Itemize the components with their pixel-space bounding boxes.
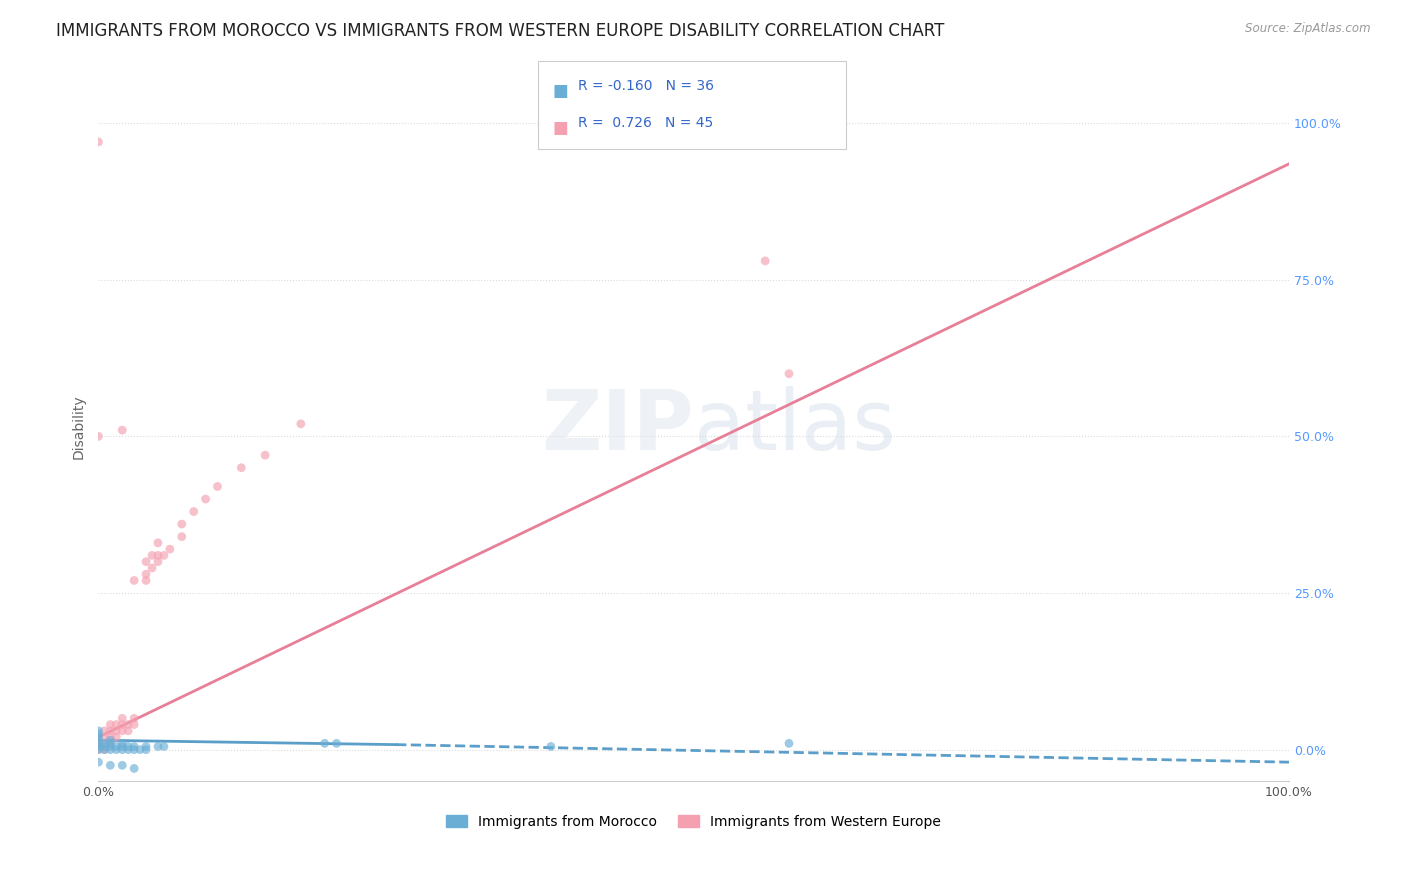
Point	[778, 367, 800, 381]
Point	[170, 517, 193, 532]
Point	[93, 736, 115, 750]
Point	[111, 723, 134, 738]
Point	[153, 549, 176, 563]
Point	[135, 567, 157, 582]
Point	[207, 479, 229, 493]
Point	[87, 736, 110, 750]
Point	[141, 561, 163, 575]
Point	[141, 549, 163, 563]
Point	[87, 135, 110, 149]
Point	[87, 739, 110, 754]
Point	[153, 739, 176, 754]
Point	[98, 739, 121, 754]
Point	[87, 742, 110, 756]
Point	[117, 742, 139, 756]
Point	[87, 736, 110, 750]
Text: R = -0.160   N = 36: R = -0.160 N = 36	[578, 79, 714, 94]
Point	[111, 717, 134, 731]
Point	[135, 742, 157, 756]
Text: IMMIGRANTS FROM MOROCCO VS IMMIGRANTS FROM WESTERN EUROPE DISABILITY CORRELATION: IMMIGRANTS FROM MOROCCO VS IMMIGRANTS FR…	[56, 22, 945, 40]
Point	[93, 736, 115, 750]
Point	[170, 530, 193, 544]
Point	[117, 723, 139, 738]
Point	[93, 742, 115, 756]
Point	[98, 736, 121, 750]
Point	[105, 742, 128, 756]
Point	[159, 542, 181, 557]
Point	[194, 491, 217, 506]
Point	[87, 733, 110, 747]
Point	[183, 504, 205, 518]
Point	[135, 555, 157, 569]
Text: ■: ■	[553, 119, 568, 136]
Point	[98, 736, 121, 750]
Point	[93, 730, 115, 744]
Point	[135, 739, 157, 754]
Point	[111, 739, 134, 754]
Text: R =  0.726   N = 45: R = 0.726 N = 45	[578, 116, 713, 130]
Point	[231, 460, 253, 475]
Point	[87, 723, 110, 738]
Point	[93, 739, 115, 754]
Point	[122, 739, 145, 754]
Y-axis label: Disability: Disability	[72, 394, 86, 459]
Point	[146, 536, 169, 550]
Point	[290, 417, 312, 431]
Point	[98, 758, 121, 772]
Point	[98, 723, 121, 738]
Point	[87, 742, 110, 756]
Point	[122, 711, 145, 725]
Point	[122, 761, 145, 775]
Point	[105, 723, 128, 738]
Point	[135, 574, 157, 588]
Point	[540, 739, 562, 754]
Text: atlas: atlas	[693, 386, 896, 467]
Point	[111, 711, 134, 725]
Point	[87, 727, 110, 741]
Point	[87, 739, 110, 754]
Text: ■: ■	[553, 82, 568, 100]
Point	[778, 736, 800, 750]
Point	[117, 717, 139, 731]
Point	[754, 254, 776, 268]
Point	[98, 730, 121, 744]
Point	[98, 733, 121, 747]
Point	[122, 717, 145, 731]
Point	[122, 742, 145, 756]
Text: ZIP: ZIP	[541, 386, 693, 467]
Point	[105, 717, 128, 731]
Point	[93, 742, 115, 756]
Point	[87, 755, 110, 769]
Point	[254, 448, 277, 462]
Point	[117, 739, 139, 754]
Point	[146, 739, 169, 754]
Point	[314, 736, 336, 750]
Point	[105, 739, 128, 754]
Legend: Immigrants from Morocco, Immigrants from Western Europe: Immigrants from Morocco, Immigrants from…	[441, 809, 946, 834]
Text: Source: ZipAtlas.com: Source: ZipAtlas.com	[1246, 22, 1371, 36]
Point	[87, 429, 110, 443]
Point	[111, 423, 134, 437]
Point	[111, 742, 134, 756]
Point	[146, 549, 169, 563]
Point	[105, 730, 128, 744]
Point	[93, 723, 115, 738]
Point	[129, 742, 152, 756]
Point	[122, 574, 145, 588]
Point	[98, 742, 121, 756]
Point	[325, 736, 347, 750]
Point	[146, 555, 169, 569]
Point	[87, 730, 110, 744]
Point	[111, 736, 134, 750]
Point	[111, 758, 134, 772]
Point	[98, 717, 121, 731]
